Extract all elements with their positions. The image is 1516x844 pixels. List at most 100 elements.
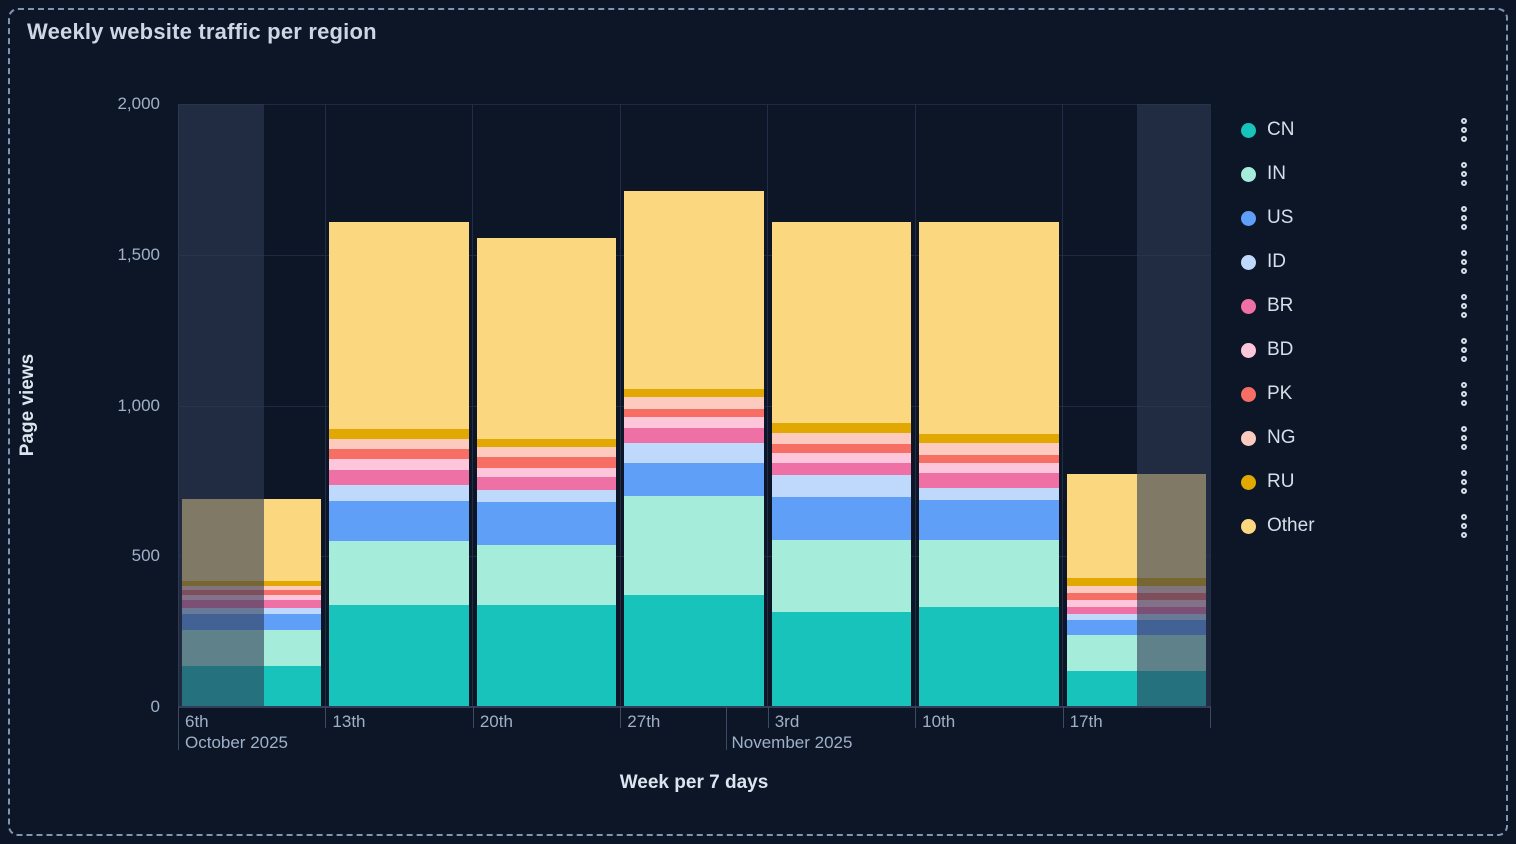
bar-segment-BD-27th[interactable] — [624, 417, 764, 428]
bar-segment-IN-3rd[interactable] — [771, 539, 912, 612]
kebab-menu-icon-CN[interactable] — [1459, 115, 1469, 146]
bar-segment-BD-10th[interactable] — [919, 463, 1059, 474]
bar-segment-ID-27th[interactable] — [624, 442, 764, 463]
bar-segment-IN-10th[interactable] — [919, 539, 1059, 608]
bar-segment-NG-20th[interactable] — [476, 446, 617, 458]
bar-segment-BR-10th[interactable] — [919, 473, 1059, 489]
legend-item-BR[interactable]: BR — [1241, 284, 1473, 328]
bar-segment-IN-13th[interactable] — [329, 540, 469, 605]
kebab-dot — [1461, 127, 1467, 133]
bar-segment-US-20th[interactable] — [476, 502, 617, 546]
legend-label-BD[interactable]: BD — [1267, 339, 1294, 360]
x-tick — [325, 707, 327, 728]
bar-segment-PK-10th[interactable] — [919, 454, 1059, 464]
bar-segment-US-10th[interactable] — [919, 499, 1059, 540]
bar-segment-RU-10th[interactable] — [919, 434, 1059, 444]
bar-segment-BR-3rd[interactable] — [771, 463, 912, 475]
bar-segment-CN-13th[interactable] — [329, 604, 469, 707]
bar-segment-Other-10th[interactable] — [919, 221, 1059, 435]
bar-segment-BD-13th[interactable] — [329, 459, 469, 471]
bar-segment-Other-20th[interactable] — [476, 238, 617, 439]
legend-item-ID[interactable]: ID — [1241, 240, 1473, 284]
kebab-dot — [1461, 514, 1467, 520]
bar-segment-US-13th[interactable] — [329, 501, 469, 541]
bar-segment-PK-20th[interactable] — [476, 457, 617, 469]
bar-segment-BR-27th[interactable] — [624, 427, 764, 443]
bar-segment-ID-10th[interactable] — [919, 488, 1059, 500]
bar-segment-PK-17th[interactable] — [1066, 593, 1206, 600]
bar-segment-US-3rd[interactable] — [771, 496, 912, 540]
bar-segment-RU-13th[interactable] — [329, 428, 469, 439]
bar-segment-PK-3rd[interactable] — [771, 444, 912, 453]
bar-segment-RU-17th[interactable] — [1066, 578, 1206, 587]
bar-segment-CN-3rd[interactable] — [771, 611, 912, 707]
bar-segment-PK-13th[interactable] — [329, 448, 469, 460]
bar-segment-BD-20th[interactable] — [476, 468, 617, 478]
bar-segment-RU-20th[interactable] — [476, 438, 617, 447]
legend-label-NG[interactable]: NG — [1267, 427, 1296, 448]
x-tick-label-17th: 17th — [1069, 712, 1103, 731]
kebab-dot — [1461, 391, 1467, 397]
legend-dot-BD — [1241, 342, 1256, 358]
kebab-dot — [1461, 338, 1467, 344]
legend-label-CN[interactable]: CN — [1267, 119, 1295, 140]
legend-item-IN[interactable]: IN — [1241, 152, 1473, 196]
bar-segment-US-27th[interactable] — [624, 462, 764, 496]
bar-segment-NG-17th[interactable] — [1066, 586, 1206, 594]
bar-segment-ID-3rd[interactable] — [771, 474, 912, 497]
kebab-menu-icon-Other[interactable] — [1459, 511, 1469, 542]
bar-segment-BD-3rd[interactable] — [771, 452, 912, 464]
bar-segment-CN-20th[interactable] — [476, 604, 617, 707]
kebab-menu-icon-RU[interactable] — [1459, 467, 1469, 498]
bar-segment-CN-10th[interactable] — [919, 607, 1059, 707]
legend-label-IN[interactable]: IN — [1267, 163, 1286, 184]
bar-segment-RU-3rd[interactable] — [771, 422, 912, 434]
legend-label-ID[interactable]: ID — [1267, 251, 1286, 272]
kebab-dot — [1461, 356, 1467, 362]
kebab-menu-icon-PK[interactable] — [1459, 379, 1469, 410]
bar-segment-NG-13th[interactable] — [329, 438, 469, 449]
kebab-menu-icon-NG[interactable] — [1459, 423, 1469, 454]
bar-segment-BD-17th[interactable] — [1066, 599, 1206, 607]
legend-item-CN[interactable]: CN — [1241, 108, 1473, 152]
kebab-menu-icon-US[interactable] — [1459, 203, 1469, 234]
legend-item-PK[interactable]: PK — [1241, 372, 1473, 416]
x-tick-label-6th: 6th — [185, 712, 209, 731]
bar-segment-ID-20th[interactable] — [476, 489, 617, 503]
bar-segment-IN-20th[interactable] — [476, 545, 617, 605]
bar-segment-ID-13th[interactable] — [329, 485, 469, 502]
legend-dot-PK — [1241, 386, 1256, 402]
kebab-dot — [1461, 206, 1467, 212]
legend-dot-IN — [1241, 166, 1256, 182]
legend-label-PK[interactable]: PK — [1267, 383, 1293, 404]
bar-segment-BR-17th[interactable] — [1066, 606, 1206, 615]
bar-segment-NG-10th[interactable] — [919, 443, 1059, 455]
legend-item-BD[interactable]: BD — [1241, 328, 1473, 372]
bar-segment-NG-27th[interactable] — [624, 397, 764, 410]
bar-segment-NG-3rd[interactable] — [771, 433, 912, 445]
bar-segment-ID-17th[interactable] — [1066, 614, 1206, 621]
bar-segment-PK-27th[interactable] — [624, 409, 764, 418]
legend-item-RU[interactable]: RU — [1241, 460, 1473, 504]
kebab-menu-icon-BR[interactable] — [1459, 291, 1469, 322]
legend-item-US[interactable]: US — [1241, 196, 1473, 240]
legend-label-Other[interactable]: Other — [1267, 515, 1315, 536]
legend-label-BR[interactable]: BR — [1267, 295, 1294, 316]
kebab-menu-icon-IN[interactable] — [1459, 159, 1469, 190]
legend-item-Other[interactable]: Other — [1241, 504, 1473, 548]
legend-label-RU[interactable]: RU — [1267, 471, 1295, 492]
bar-segment-RU-27th[interactable] — [624, 388, 764, 398]
bar-segment-IN-27th[interactable] — [624, 495, 764, 596]
x-tick — [1210, 707, 1211, 728]
bar-segment-BR-20th[interactable] — [476, 477, 617, 490]
legend-label-US[interactable]: US — [1267, 207, 1294, 228]
bar-segment-Other-13th[interactable] — [329, 221, 469, 429]
bar-segment-BR-13th[interactable] — [329, 470, 469, 486]
bar-segment-CN-27th[interactable] — [624, 595, 764, 707]
kebab-menu-icon-BD[interactable] — [1459, 335, 1469, 366]
bar-segment-Other-3rd[interactable] — [771, 221, 912, 423]
kebab-menu-icon-ID[interactable] — [1459, 247, 1469, 278]
faded-partial-week-band-start — [178, 104, 264, 707]
bar-segment-Other-27th[interactable] — [624, 191, 764, 389]
legend-item-NG[interactable]: NG — [1241, 416, 1473, 460]
